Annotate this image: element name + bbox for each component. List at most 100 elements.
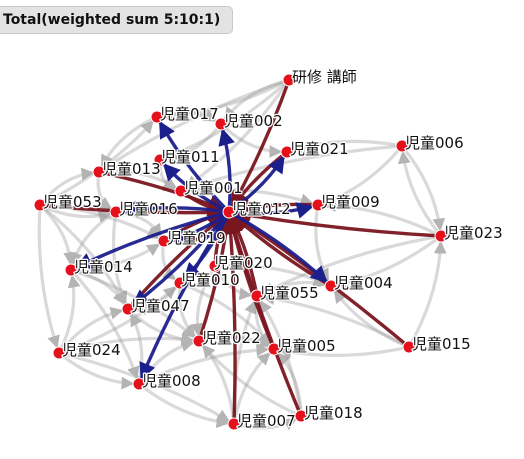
node-c019: 児童019 <box>157 228 227 248</box>
edge-gray-c015-c055 <box>261 292 411 349</box>
node-label: 児童015 <box>412 335 471 353</box>
node-c016: 児童016 <box>109 199 179 219</box>
node-c055: 児童055 <box>250 283 320 303</box>
edge-gray-c024-c014 <box>57 274 81 355</box>
edge-blue-c012-c009 <box>227 202 314 219</box>
node-c012: 児童012 <box>222 199 292 219</box>
edge-blue-c012-c014 <box>74 210 231 270</box>
node-dot <box>324 279 338 293</box>
node-label: 児童053 <box>43 193 102 211</box>
edge-gray-c024-c008 <box>57 351 135 390</box>
edge-red-c055-c012 <box>229 215 259 298</box>
node-label: 児童024 <box>62 341 121 359</box>
node-label: 児童047 <box>131 297 190 315</box>
node-dot <box>208 259 222 273</box>
node-c017: 児童017 <box>150 104 220 124</box>
edge-gray-c024-c022 <box>57 332 195 355</box>
edge-gray-c017-c013 <box>100 115 159 169</box>
node-dot <box>132 377 146 391</box>
node-dot <box>311 198 325 212</box>
edge-gray-teacher-c011 <box>163 78 291 160</box>
node-label: 児童019 <box>167 229 226 247</box>
edge-blue-c012-c017 <box>158 120 231 214</box>
node-label: 児童013 <box>102 160 161 178</box>
node-c006: 児童006 <box>395 133 465 153</box>
edge-gray-c047-c022 <box>126 307 195 347</box>
node-c013: 児童013 <box>92 159 162 179</box>
edge-gray-c016-c014 <box>69 210 118 266</box>
node-label: 児童018 <box>304 404 363 422</box>
edge-gray-teacher-c017 <box>161 78 291 123</box>
node-dot <box>92 165 106 179</box>
edge-gray-c006-c001 <box>185 144 404 192</box>
node-dot <box>109 205 123 219</box>
node-c047: 児童047 <box>121 296 191 316</box>
edge-gray-c053-c013 <box>38 167 95 207</box>
edge-gray-c024-c047 <box>57 306 124 355</box>
edge-gray-c018-c022 <box>201 343 303 418</box>
edge-gray-c007-c018 <box>232 417 298 431</box>
node-label: 研修 講師 <box>292 68 357 86</box>
node-dot <box>294 409 308 423</box>
edge-blue-c012-c008 <box>139 210 231 381</box>
node-label: 児童014 <box>74 258 133 276</box>
node-c022: 児童022 <box>192 328 262 348</box>
node-dot <box>153 153 167 167</box>
edge-gray-teacher-c013 <box>102 78 291 171</box>
node-c018: 児童018 <box>294 403 364 423</box>
node-c009: 児童009 <box>311 192 381 212</box>
node-c024: 児童024 <box>52 340 122 360</box>
node-c011: 児童011 <box>153 147 221 167</box>
edge-blue-c012-c010 <box>182 210 231 281</box>
edge-gray-c015-c005 <box>278 345 411 359</box>
node-dot <box>222 205 236 219</box>
edge-gray-c008-c007 <box>137 382 230 429</box>
node-c001: 児童001 <box>174 178 244 198</box>
edge-gray-c006-c021 <box>291 139 404 154</box>
edge-gray-c053-c016 <box>38 203 112 223</box>
node-dot <box>173 276 187 290</box>
edge-gray-c006-c009 <box>322 144 404 206</box>
node-label: 児童017 <box>160 105 219 123</box>
node-label: 児童055 <box>260 284 319 302</box>
node-dot <box>52 346 66 360</box>
node-label: 児童009 <box>321 193 380 211</box>
edge-gray-teacher-c002 <box>223 78 291 121</box>
edge-gray-c020-c022 <box>190 264 217 337</box>
edge-blue-c012-c047 <box>131 210 231 308</box>
edge-gray-c014-c019 <box>69 242 161 272</box>
node-c010: 児童010 <box>173 270 241 290</box>
edge-gray-c015-c023 <box>407 240 447 349</box>
node-label: 児童012 <box>232 200 291 218</box>
node-dot <box>64 263 78 277</box>
edge-blue-c012-c011 <box>162 162 231 214</box>
node-c053: 児童053 <box>33 192 103 212</box>
node-dot <box>214 117 228 131</box>
edge-gray-c014-c047 <box>69 268 127 306</box>
node-label: 児童004 <box>334 274 393 292</box>
node-dot <box>33 198 47 212</box>
node-dot <box>121 302 135 316</box>
edge-blue-c012-c021 <box>227 155 286 214</box>
node-dot <box>267 342 281 356</box>
node-label: 児童005 <box>277 337 336 355</box>
node-c020: 児童020 <box>208 253 274 273</box>
chart-title: Total(weighted sum 5:10:1) <box>0 6 234 34</box>
node-label: 児童011 <box>161 148 220 166</box>
edge-gray-c006-c023 <box>400 144 446 232</box>
edge-blue-c012-c016 <box>120 200 231 218</box>
edge-gray-c023-c004 <box>335 234 443 289</box>
node-dot <box>250 289 264 303</box>
node-dot <box>150 110 164 124</box>
node-teacher: 研修 講師 <box>282 67 358 87</box>
node-label: 児童021 <box>290 140 349 158</box>
node-dot <box>280 145 294 159</box>
node-label: 児童022 <box>202 329 261 347</box>
node-c021: 児童021 <box>280 139 350 159</box>
node-c023: 児童023 <box>434 223 504 243</box>
node-c008: 児童008 <box>132 371 202 391</box>
node-label: 児童001 <box>184 179 243 197</box>
node-label: 児童002 <box>224 112 283 130</box>
node-dot <box>282 73 296 87</box>
